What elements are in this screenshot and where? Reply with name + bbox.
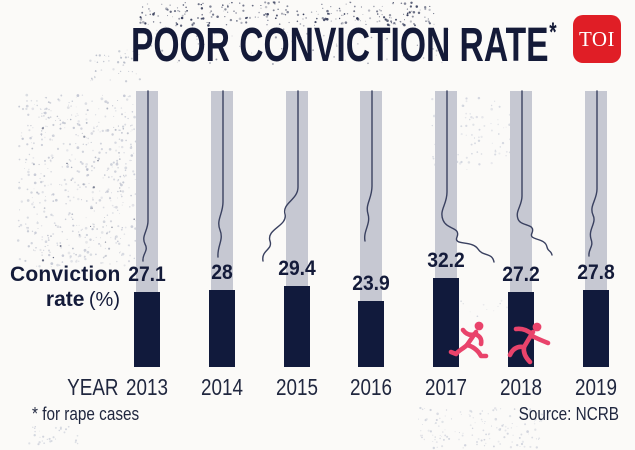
- bar-value-label: 23.9: [352, 272, 391, 296]
- x-tick-label: 2013: [126, 374, 168, 400]
- x-tick-label: 2017: [425, 374, 468, 400]
- x-tick-label: 2014: [200, 374, 243, 400]
- source-note: Source: NCRB: [518, 404, 619, 424]
- bar-value-label: 29.4: [277, 256, 316, 280]
- bar-value-label: 27.8: [576, 261, 615, 285]
- bar-fill: [283, 285, 310, 367]
- page-title-text: POOR CONVICTION RATE: [131, 19, 549, 72]
- bar-value-label: 28: [211, 260, 233, 284]
- bar-fill: [582, 290, 609, 367]
- y-axis-label: Conviction rate (%): [10, 262, 120, 314]
- y-axis-label-percent: (%): [88, 289, 120, 311]
- footnote: * for rape cases: [32, 404, 140, 424]
- x-axis-title: YEAR: [67, 374, 119, 400]
- x-tick-label: 2015: [275, 374, 318, 400]
- bar-fill: [208, 289, 235, 367]
- x-tick-label: 2018: [500, 374, 542, 400]
- toi-logo: TOI: [573, 15, 621, 63]
- bar-fill: [508, 291, 534, 367]
- toi-logo-text: TOI: [578, 26, 616, 51]
- bar-value-label: 32.2: [427, 249, 465, 273]
- page-title: POOR CONVICTION RATE*: [131, 17, 557, 73]
- y-axis-label-line1: Conviction: [10, 263, 121, 286]
- x-tick-label: 2016: [350, 374, 393, 400]
- bar-fill: [358, 301, 385, 367]
- title-asterisk: *: [549, 17, 557, 47]
- x-tick-label: 2019: [574, 374, 617, 400]
- y-axis-label-rate: rate: [45, 288, 85, 311]
- bar-fill: [134, 292, 160, 367]
- y-axis-label-line2: rate (%): [10, 287, 120, 314]
- bar-value-label: 27.2: [502, 262, 540, 286]
- bar-fill: [433, 278, 460, 367]
- bar-value-label: 27.1: [128, 263, 166, 287]
